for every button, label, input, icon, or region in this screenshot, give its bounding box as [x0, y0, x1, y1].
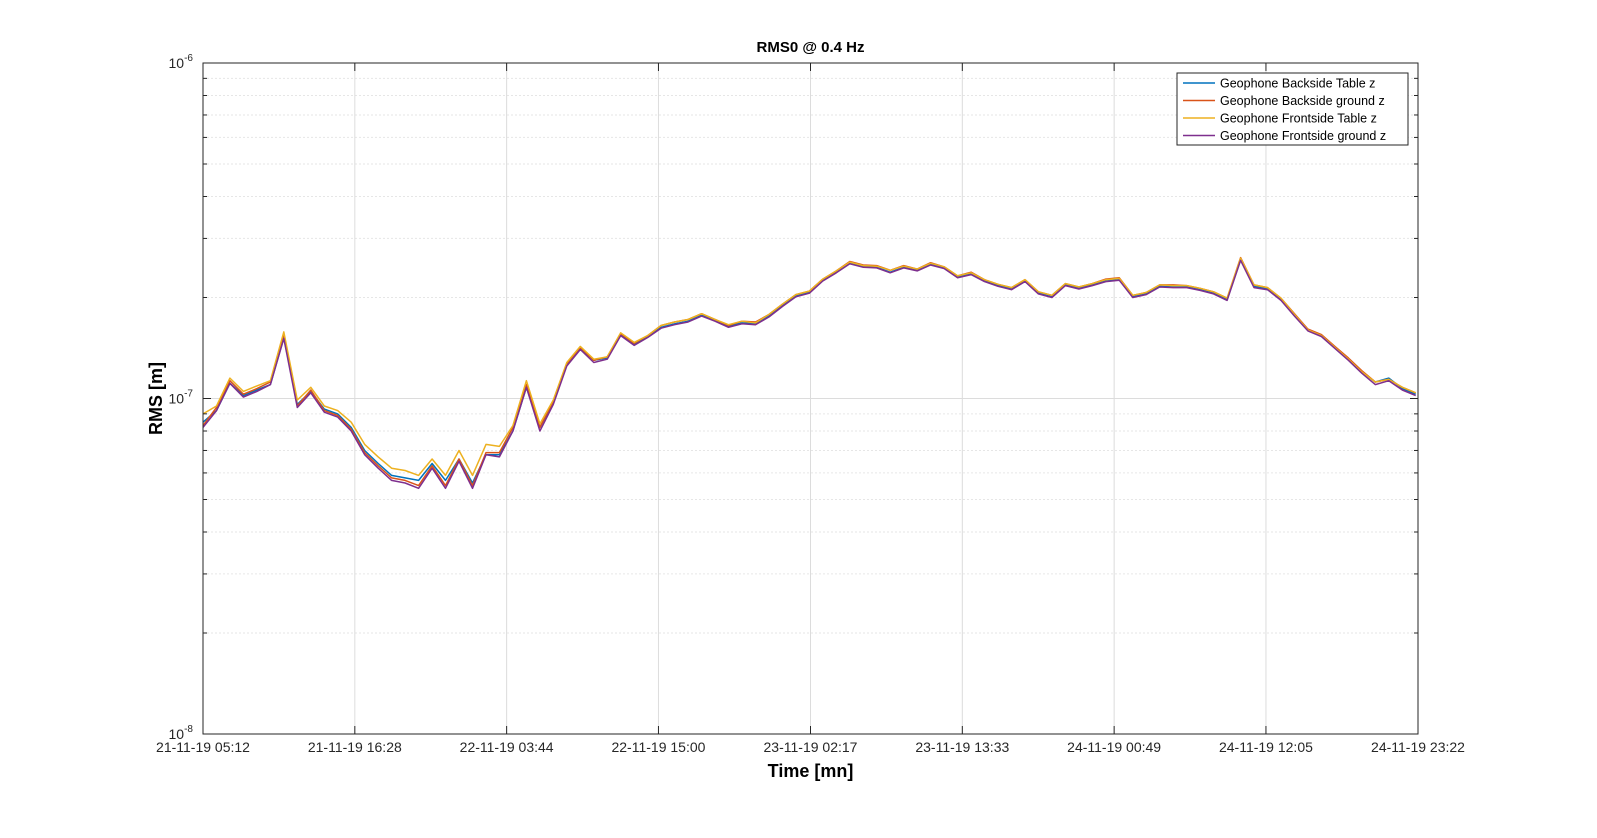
chart-title: RMS0 @ 0.4 Hz: [757, 39, 865, 56]
x-tick-label: 24-11-19 00:49: [1067, 739, 1161, 755]
x-tick-label: 24-11-19 12:05: [1219, 739, 1313, 755]
series-line-3: [202, 257, 1416, 477]
series-layer: [202, 256, 1416, 490]
series-line-4: [202, 259, 1416, 490]
legend-box: [1176, 72, 1409, 146]
x-tick-label: 24-11-19 23:22: [1371, 739, 1465, 755]
y-tick-label: 10-8: [169, 724, 194, 742]
plot-area: [202, 62, 1419, 735]
legend-entry-label: Geophone Frontside Table z: [1220, 112, 1377, 126]
legend-entry-label: Geophone Backside Table z: [1220, 77, 1375, 91]
x-tick-labels: 21-11-19 05:12 21-11-19 16:28 22-11-19 03:…: [156, 739, 1465, 755]
ticks: [202, 63, 1419, 735]
y-tick-label: 10-6: [169, 53, 194, 71]
legend-entry-label: Geophone Backside ground z: [1220, 94, 1385, 108]
x-tick-label: 22-11-19 03:44: [460, 739, 554, 755]
x-tick-label: 23-11-19 13:33: [915, 739, 1009, 755]
y-tick-labels: 10-8 10-7 10-6: [169, 53, 194, 742]
legend: Geophone Backside Table z Geophone Backsi…: [1176, 72, 1409, 146]
legend-entry-label: Geophone Frontside ground z: [1220, 129, 1386, 143]
x-tick-label: 22-11-19 15:00: [611, 739, 705, 755]
x-tick-label: 21-11-19 16:28: [308, 739, 402, 755]
x-tick-label: 21-11-19 05:12: [156, 739, 250, 755]
x-tick-label: 23-11-19 02:17: [764, 739, 858, 755]
y-axis-label: RMS [m]: [146, 362, 166, 435]
y-tick-label: 10-7: [169, 389, 194, 407]
x-axis-label: Time [mn]: [768, 761, 854, 781]
